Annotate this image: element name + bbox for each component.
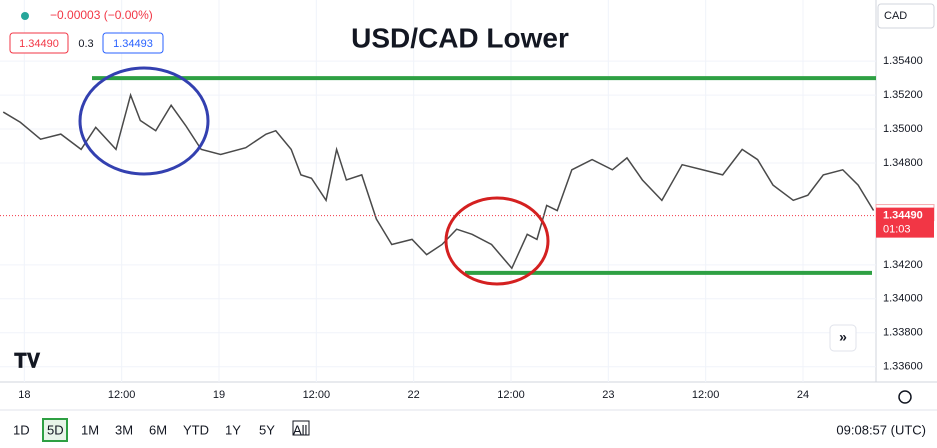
- x-tick-label: 12:00: [108, 389, 136, 401]
- highlight-circle: [444, 196, 550, 286]
- clock: 09:08:57 (UTC): [836, 422, 926, 437]
- range-selected: [42, 418, 68, 442]
- ask[interactable]: 1.34493: [113, 38, 153, 50]
- x-tick-label: 12:00: [303, 389, 331, 401]
- x-tick-label: 19: [213, 389, 225, 401]
- y-tick-label: 1.34200: [883, 259, 923, 271]
- countdown: 01:03: [883, 224, 911, 236]
- range-button[interactable]: 5D: [47, 422, 64, 437]
- range-button[interactable]: YTD: [183, 422, 209, 437]
- bid[interactable]: 1.34490: [19, 38, 59, 50]
- scroll-button[interactable]: [829, 324, 857, 352]
- y-tick-label: 1.35200: [883, 89, 923, 101]
- x-tick-label: 22: [408, 389, 420, 401]
- x-tick-label: 12:00: [497, 389, 525, 401]
- status-dot: [21, 12, 29, 20]
- change: −0.00003 (−0.00%): [50, 8, 153, 22]
- y-tick-label: 1.35400: [883, 55, 923, 67]
- range-button[interactable]: 1M: [81, 422, 99, 437]
- x-tick-label: 24: [797, 389, 809, 401]
- currency[interactable]: CAD: [884, 10, 907, 22]
- y-tick-label: 1.33800: [883, 327, 923, 339]
- settings-icon[interactable]: [898, 390, 912, 404]
- y-tick-label: 1.35000: [883, 123, 923, 135]
- x-tick-label: 12:00: [692, 389, 720, 401]
- y-tick-label: 1.34800: [883, 157, 923, 169]
- range-button[interactable]: All: [293, 422, 308, 437]
- compare-icon[interactable]: [292, 420, 310, 436]
- last-price-label: 1.34490: [883, 210, 923, 222]
- spread: 0.3: [78, 38, 93, 50]
- bid-box[interactable]: [9, 32, 69, 54]
- x-tick-label: 18: [18, 389, 30, 401]
- range-button[interactable]: 5Y: [259, 422, 275, 437]
- range-button[interactable]: 1Y: [225, 422, 241, 437]
- chart-title: USD/CAD Lower: [351, 22, 569, 53]
- price-line: [2, 92, 875, 270]
- x-tick-label: 23: [602, 389, 614, 401]
- currency-select[interactable]: [877, 3, 935, 29]
- logo: 𝐓𝐕: [14, 350, 41, 372]
- range-button[interactable]: 6M: [149, 422, 167, 437]
- y-tick-label: 1.33600: [883, 361, 923, 373]
- scroll-icon[interactable]: »: [839, 329, 847, 345]
- highlight-circle: [78, 66, 210, 176]
- y-tick-label: 1.34000: [883, 293, 923, 305]
- range-button[interactable]: 1D: [13, 422, 30, 437]
- ask-box[interactable]: [102, 32, 164, 54]
- range-button[interactable]: 3M: [115, 422, 133, 437]
- last-price-tag: [876, 207, 934, 238]
